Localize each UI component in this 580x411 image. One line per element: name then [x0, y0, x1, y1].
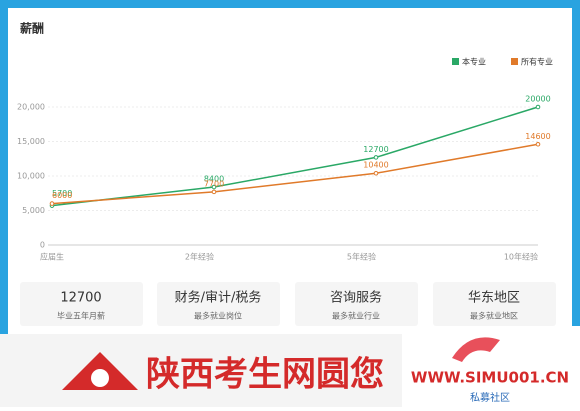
card-label: 最多就业地区	[470, 311, 518, 321]
card	[295, 282, 418, 326]
watermark-logo	[452, 337, 500, 362]
legend-label: 所有专业	[521, 57, 553, 67]
chart-title: 薪酬	[20, 21, 44, 36]
data-label: 20000	[525, 95, 550, 104]
data-label: 7700	[204, 179, 224, 188]
banner: 陕西考生网圆您 WWW.SIMU001.CN 私募社区	[62, 326, 580, 407]
data-label: 12700	[363, 145, 388, 154]
legend-swatch	[511, 58, 518, 65]
banner-logo-dot	[91, 369, 109, 387]
point	[49, 201, 55, 206]
y-tick-label: 0	[40, 241, 45, 250]
x-tick-label: 10年经验	[504, 252, 538, 262]
card	[433, 282, 556, 326]
data-label: 10400	[363, 161, 388, 170]
point	[373, 155, 379, 160]
data-label: 6000	[52, 191, 72, 200]
card	[20, 282, 143, 326]
panel	[8, 8, 572, 334]
y-tick-label: 15,000	[17, 137, 45, 146]
series-line	[51, 106, 539, 207]
cards: 12700 毕业五年月薪 财务/审计/税务 最多就业岗位 咨询服务 最多就业行业…	[20, 282, 556, 326]
y-tick-label: 5,000	[22, 206, 45, 215]
card	[157, 282, 280, 326]
card-label: 毕业五年月薪	[57, 311, 105, 321]
point	[535, 141, 541, 147]
card-label: 最多就业行业	[332, 311, 380, 321]
card-value: 华东地区	[468, 291, 520, 306]
series-line	[51, 143, 539, 205]
watermark-site: WWW.SIMU001.CN	[411, 369, 569, 387]
x-tick-label: 5年经验	[347, 252, 376, 262]
point	[535, 104, 541, 110]
data-label: 14600	[525, 132, 550, 141]
card-value: 咨询服务	[330, 290, 382, 306]
card-value: 财务/审计/税务	[175, 290, 262, 306]
x-tick-label: 2年经验	[185, 252, 214, 262]
legend-swatch	[452, 58, 459, 65]
card-label: 最多就业岗位	[194, 311, 242, 321]
watermark-label: 私募社区	[470, 391, 510, 404]
x-tick-label: 应届生	[40, 252, 64, 262]
point	[211, 189, 217, 195]
banner-title: 陕西考生网圆您	[146, 355, 384, 395]
data-label: 8400	[204, 175, 224, 184]
y-tick-label: 10,000	[17, 172, 45, 181]
point	[211, 184, 217, 190]
card-value: 12700	[60, 291, 101, 306]
data-label: 5700	[52, 189, 72, 198]
y-tick-label: 20,000	[17, 103, 45, 112]
legend-label: 本专业	[462, 57, 486, 67]
point	[373, 170, 379, 176]
